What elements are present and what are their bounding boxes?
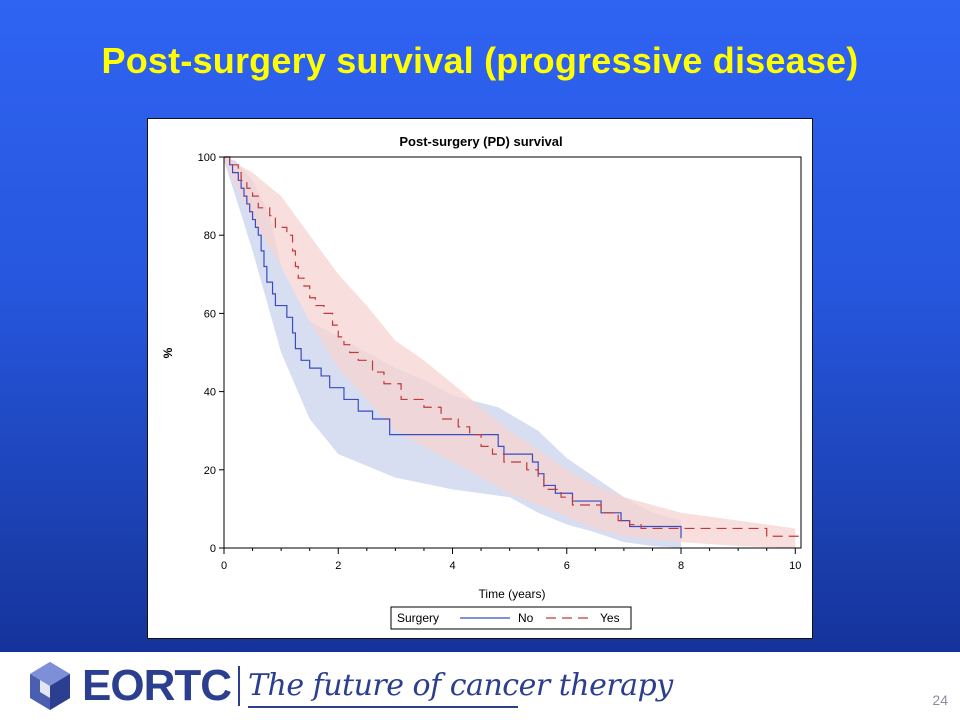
y-tick-label: 60 bbox=[204, 308, 216, 320]
confidence-band-no bbox=[224, 157, 682, 548]
x-tick-label: 10 bbox=[789, 560, 801, 572]
slide-title: Post-surgery survival (progressive disea… bbox=[101, 40, 859, 81]
y-tick-label: 100 bbox=[198, 152, 216, 164]
x-axis-label: Time (years) bbox=[479, 587, 546, 601]
page-number: 24 bbox=[932, 692, 948, 708]
series-line-yes bbox=[224, 156, 801, 537]
eortc-logo-icon bbox=[30, 662, 70, 710]
legend-title: Surgery bbox=[397, 611, 439, 625]
x-tick-label: 4 bbox=[449, 560, 455, 572]
plot-area-frame bbox=[223, 156, 802, 549]
legend-label-no: No bbox=[518, 611, 534, 625]
y-tick-label: 80 bbox=[204, 230, 216, 242]
slide-background: Post-surgery survival (progressive disea… bbox=[0, 0, 960, 652]
x-tick-label: 0 bbox=[221, 560, 227, 572]
survival-chart: Post-surgery (PD) survival 0 20 40 60 80 100 0 2… bbox=[161, 134, 802, 630]
chart-frame: Post-surgery (PD) survival 0 20 40 60 80 100 0 2… bbox=[147, 118, 813, 639]
legend-box bbox=[390, 606, 632, 630]
logo-divider bbox=[238, 666, 240, 706]
footer: EORTC The future of cancer therapy 24 bbox=[0, 652, 960, 720]
logo-wordmark: EORTC bbox=[82, 661, 232, 710]
y-axis-label: % bbox=[161, 347, 175, 358]
legend-label-yes: Yes bbox=[600, 611, 620, 625]
y-tick-label: 40 bbox=[204, 387, 216, 399]
tagline: The future of cancer therapy bbox=[248, 668, 673, 703]
tagline-underline bbox=[248, 706, 518, 708]
chart-title: Post-surgery (PD) survival bbox=[399, 134, 562, 149]
y-tick-label: 20 bbox=[204, 465, 216, 477]
y-tick-label: 0 bbox=[210, 543, 216, 555]
x-tick-label: 6 bbox=[564, 560, 570, 572]
x-tick-label: 2 bbox=[335, 560, 341, 572]
x-tick-label: 8 bbox=[678, 560, 684, 572]
